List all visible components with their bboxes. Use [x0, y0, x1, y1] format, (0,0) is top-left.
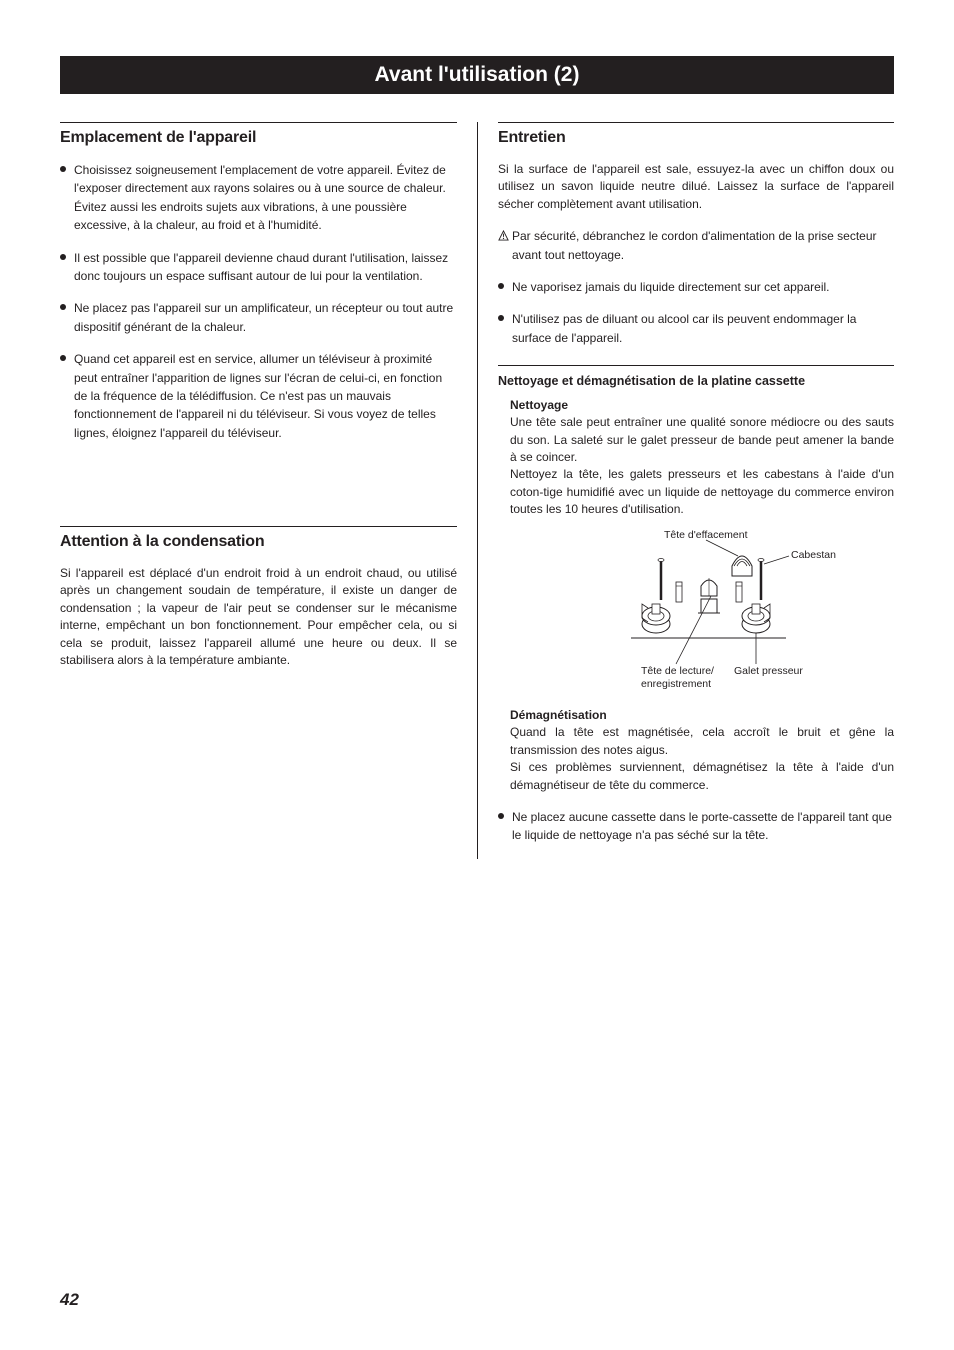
- bullet-text: Choisissez soigneusement l'emplacement d…: [74, 163, 446, 232]
- bullet-text: N'utilisez pas de diluant ou alcool car …: [512, 312, 856, 344]
- bullet-list: Ne placez aucune cassette dans le porte-…: [498, 808, 894, 845]
- right-column: Entretien Si la surface de l'appareil es…: [477, 122, 894, 859]
- bullet-text: Ne placez aucune cassette dans le porte-…: [512, 810, 892, 842]
- diagram-label-erase: Tête d'effacement: [664, 529, 748, 541]
- list-item: Il est possible que l'appareil devienne …: [60, 249, 457, 286]
- diagram-label-rwhead: Tête de lecture/: [641, 665, 714, 677]
- tape-head-diagram: Tête d'effacement Cabestan Tête de lectu…: [498, 526, 894, 696]
- content-columns: Emplacement de l'appareil Choisissez soi…: [60, 122, 894, 859]
- list-item: Choisissez soigneusement l'emplacement d…: [60, 161, 457, 235]
- heading-emplacement: Emplacement de l'appareil: [60, 129, 457, 147]
- page-number: 42: [60, 1290, 79, 1310]
- divider: [60, 122, 457, 123]
- paragraph: Si l'appareil est déplacé d'un endroit f…: [60, 565, 457, 669]
- paragraph: Quand la tête est magnétisée, cela accro…: [510, 724, 894, 759]
- bullet-icon: [498, 283, 504, 289]
- bullet-text: Par sécurité, débranchez le cordon d'ali…: [512, 229, 877, 261]
- list-item: Ne vaporisez jamais du liquide directeme…: [498, 278, 894, 296]
- divider: [498, 122, 894, 123]
- bullet-text: Quand cet appareil est en service, allum…: [74, 352, 442, 440]
- bullet-text: Ne placez pas l'appareil sur un amplific…: [74, 301, 453, 333]
- paragraph: Une tête sale peut entraîner une qualité…: [510, 414, 894, 466]
- bullet-icon: [60, 166, 66, 172]
- bullet-text: Il est possible que l'appareil devienne …: [74, 251, 448, 283]
- subheading-demag: Démagnétisation: [510, 708, 894, 722]
- diagram-label-capstan: Cabestan: [791, 549, 836, 561]
- bullet-icon: [60, 304, 66, 310]
- page-title-bar: Avant l'utilisation (2): [60, 56, 894, 94]
- list-item: Quand cet appareil est en service, allum…: [60, 350, 457, 442]
- diagram-label-pinch: Galet presseur: [734, 665, 803, 677]
- bullet-icon: [60, 355, 66, 361]
- paragraph: Nettoyez la tête, les galets presseurs e…: [510, 466, 894, 518]
- divider: [60, 526, 457, 527]
- warning-icon: [498, 227, 508, 245]
- list-item: Par sécurité, débranchez le cordon d'ali…: [498, 227, 894, 264]
- spacer: [60, 456, 457, 526]
- page: Avant l'utilisation (2) Emplacement de l…: [0, 0, 954, 899]
- diagram-label-rwhead2: enregistrement: [641, 678, 711, 690]
- bullet-icon: [60, 254, 66, 260]
- bullet-icon: [498, 813, 504, 819]
- list-item: N'utilisez pas de diluant ou alcool car …: [498, 310, 894, 347]
- subheading-nettoyage-demag: Nettoyage et démagnétisation de la plati…: [498, 374, 894, 388]
- divider: [498, 365, 894, 366]
- heading-entretien: Entretien: [498, 129, 894, 147]
- heading-condensation: Attention à la condensation: [60, 533, 457, 551]
- bullet-text: Ne vaporisez jamais du liquide directeme…: [512, 280, 830, 294]
- subheading-nettoyage: Nettoyage: [510, 398, 894, 412]
- bullet-icon: [498, 315, 504, 321]
- bullet-list: Par sécurité, débranchez le cordon d'ali…: [498, 227, 894, 347]
- left-column: Emplacement de l'appareil Choisissez soi…: [60, 122, 477, 859]
- bullet-list: Choisissez soigneusement l'emplacement d…: [60, 161, 457, 442]
- list-item: Ne placez pas l'appareil sur un amplific…: [60, 299, 457, 336]
- list-item: Ne placez aucune cassette dans le porte-…: [498, 808, 894, 845]
- paragraph: Si la surface de l'appareil est sale, es…: [498, 161, 894, 213]
- paragraph: Si ces problèmes surviennent, démagnétis…: [510, 759, 894, 794]
